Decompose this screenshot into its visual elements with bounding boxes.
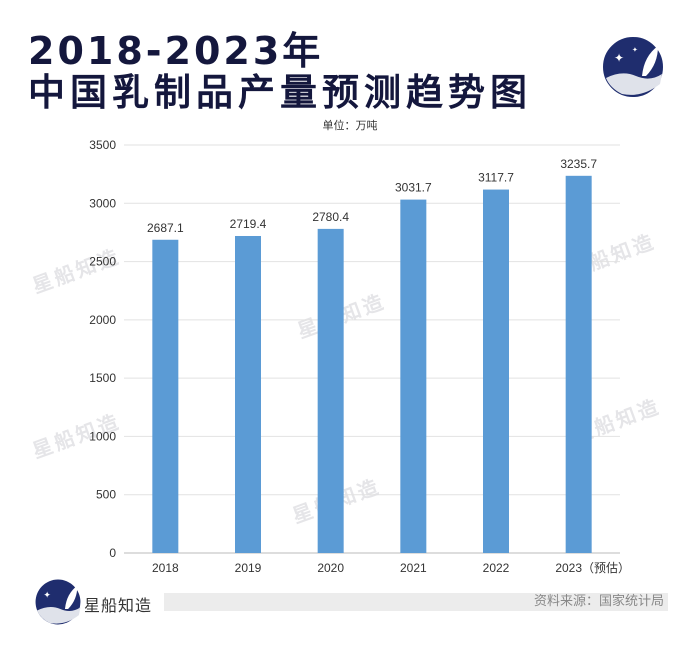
x-tick-label: 2018: [152, 561, 179, 575]
x-tick-label: 2020: [317, 561, 344, 575]
brand-logo-icon: ✦: [35, 579, 81, 625]
bar: [152, 239, 179, 553]
logo-icon: ✦ ✦: [603, 37, 663, 97]
x-tick-label: 2019: [235, 561, 262, 575]
svg-text:✦: ✦: [614, 51, 624, 65]
data-label: 2719.4: [230, 217, 267, 231]
footer-bar: [164, 593, 668, 611]
brand-name: 星船知造: [84, 596, 153, 615]
bar: [565, 175, 592, 554]
unit-label: 单位：万吨: [322, 119, 378, 132]
data-label: 3031.7: [395, 181, 432, 195]
y-tick-label: 1500: [89, 371, 116, 385]
title-line-2: 中国乳制品产量预测趋势图: [28, 71, 532, 114]
y-tick-label: 3000: [89, 196, 116, 210]
bar: [317, 228, 344, 553]
x-tick-label: 2023（预估）: [555, 561, 630, 575]
svg-text:✦: ✦: [632, 46, 638, 54]
data-label: 2687.1: [147, 221, 184, 235]
svg-text:✦: ✦: [43, 590, 51, 601]
x-tick-label: 2022: [483, 561, 510, 575]
y-tick-label: 1000: [89, 429, 116, 443]
y-tick-label: 2500: [89, 255, 116, 269]
data-label: 3117.7: [478, 171, 514, 185]
data-label: 2780.4: [312, 210, 349, 224]
y-tick-label: 0: [109, 546, 116, 560]
y-tick-label: 500: [96, 488, 116, 502]
bar: [483, 189, 509, 554]
bar: [235, 235, 261, 553]
bar: [400, 199, 427, 553]
data-label: 3235.7: [560, 157, 597, 171]
source-label: 资料来源：国家统计局: [533, 594, 664, 609]
y-tick-label: 3500: [89, 138, 116, 152]
y-tick-label: 2000: [89, 313, 116, 327]
title-line-1: 2018-2023年: [28, 29, 324, 73]
x-tick-label: 2021: [400, 561, 427, 575]
